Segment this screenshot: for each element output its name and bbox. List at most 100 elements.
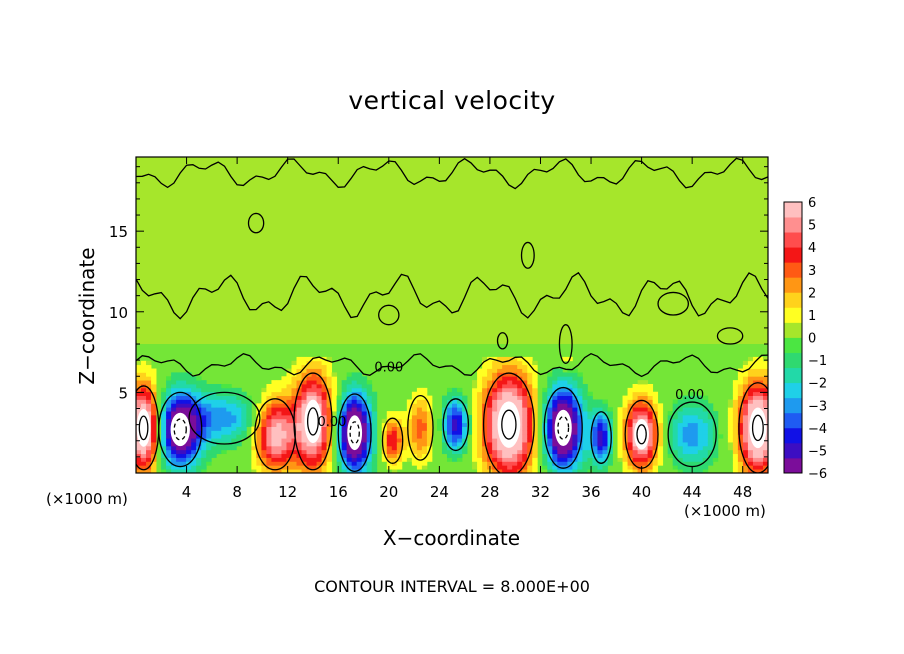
field-cell [492, 387, 498, 393]
field-cell [276, 411, 282, 416]
field-cell [637, 453, 644, 458]
field-cell [396, 434, 403, 439]
field-cell [346, 445, 353, 451]
field-cell [346, 391, 353, 397]
field-cell [366, 395, 373, 400]
field-cell [677, 453, 684, 458]
field-cell [567, 411, 573, 416]
field-cell [166, 438, 172, 443]
field-cell [552, 442, 558, 447]
field-cell [171, 395, 177, 400]
field-cell [582, 442, 588, 447]
field-cell [266, 384, 272, 389]
field-cell [261, 449, 267, 455]
field-cell [647, 411, 654, 416]
field-cell [266, 399, 272, 404]
field-cell [637, 384, 644, 389]
field-cell [346, 414, 353, 420]
field-cell [517, 380, 523, 385]
field-cell [672, 453, 679, 458]
field-cell [482, 391, 488, 397]
field-cell [482, 445, 488, 451]
field-cell [316, 391, 322, 397]
field-cell [732, 399, 739, 404]
field-cell [462, 414, 468, 420]
field-cell [296, 445, 302, 451]
field-cell [361, 380, 368, 385]
field-cell [191, 465, 197, 470]
field-cell [492, 403, 498, 408]
field-cell [597, 399, 603, 404]
field-cell [326, 457, 333, 462]
field-cell [231, 426, 237, 431]
field-cell [502, 384, 508, 389]
field-cell [151, 387, 157, 393]
field-cell [361, 418, 368, 424]
field-cell [171, 411, 177, 416]
field-cell [547, 414, 553, 420]
field-cell [356, 449, 363, 455]
field-cell [562, 469, 568, 473]
field-cell [206, 418, 212, 424]
field-cell [411, 414, 418, 420]
field-cell [381, 438, 388, 443]
field-cell [497, 407, 503, 412]
field-cell [326, 376, 333, 381]
field-cell [361, 426, 368, 431]
field-cell [191, 438, 197, 443]
field-cell [356, 469, 363, 473]
field-cell [421, 422, 428, 427]
field-cell [406, 438, 413, 443]
field-cell [752, 453, 759, 458]
field-cell [627, 418, 633, 424]
field-cell [241, 395, 247, 400]
field-cell [301, 426, 307, 431]
field-cell [361, 387, 368, 393]
field-cell [166, 391, 172, 397]
field-cell [607, 461, 613, 466]
field-cell [732, 426, 739, 431]
field-cell [557, 457, 563, 462]
field-cell [657, 461, 664, 466]
field-cell [592, 453, 598, 458]
zero-contour-blob [247, 212, 265, 234]
field-cell [462, 399, 468, 404]
field-cell [261, 457, 267, 462]
field-cell [416, 418, 423, 424]
field-cell [251, 438, 257, 443]
field-cell [291, 453, 297, 458]
field-cell [547, 445, 553, 451]
field-cell [567, 403, 573, 408]
field-cell [301, 399, 307, 404]
field-cell [487, 399, 493, 404]
field-cell [236, 430, 242, 435]
field-cell [742, 465, 749, 470]
field-cell [356, 411, 363, 416]
field-cell [281, 445, 287, 451]
field-cell [507, 449, 513, 455]
field-cell [141, 364, 147, 369]
field-cell [517, 387, 523, 393]
field-cell [281, 465, 287, 470]
field-cell [557, 407, 563, 412]
field-cell [522, 376, 528, 381]
field-cell [507, 469, 513, 473]
field-cell [567, 438, 573, 443]
field-cell [341, 457, 348, 462]
colorbar-segment [784, 352, 802, 369]
field-cell [206, 384, 212, 389]
field-cell [316, 434, 322, 439]
field-cell [642, 391, 649, 397]
field-cell [762, 403, 768, 408]
field-cell [206, 395, 212, 400]
field-cell [166, 418, 172, 424]
field-cell [366, 442, 373, 447]
field-cell [416, 422, 423, 427]
field-cell [542, 465, 548, 470]
field-cell [507, 395, 513, 400]
field-cell [416, 414, 423, 420]
field-cell [602, 403, 608, 408]
field-cell [196, 430, 202, 435]
field-cell [617, 457, 623, 462]
field-cell [562, 384, 568, 389]
